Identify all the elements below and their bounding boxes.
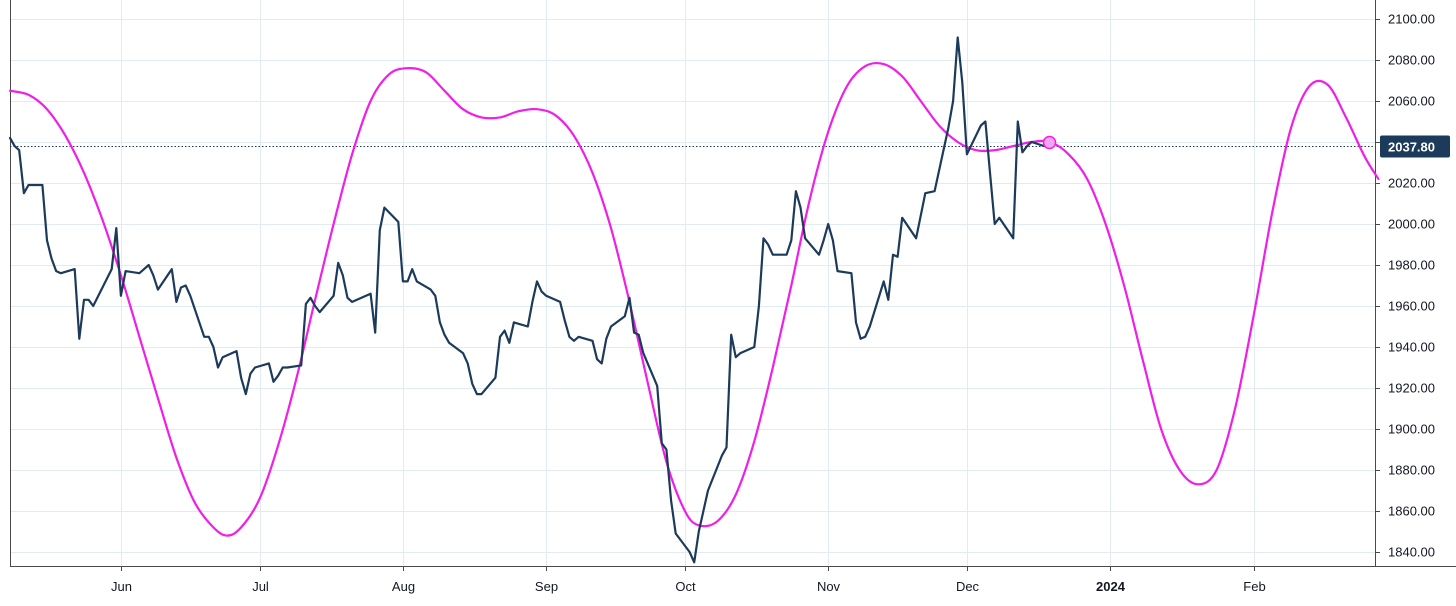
plot-area [8, 36, 1380, 564]
y-tick-label: 1960.00 [1388, 299, 1435, 314]
x-tick-label: Feb [1243, 579, 1265, 594]
y-tick-label: 1900.00 [1388, 422, 1435, 437]
y-tick-label: 1920.00 [1388, 381, 1435, 396]
x-tick-label: Nov [817, 579, 841, 594]
y-tick-label: 2000.00 [1388, 217, 1435, 232]
x-tick-label: Jun [111, 579, 132, 594]
cycle-line [8, 61, 1380, 537]
x-tick-label: Oct [675, 579, 696, 594]
x-tick-label: Dec [956, 579, 980, 594]
y-tick-label: 2100.00 [1388, 12, 1435, 27]
last-price-badge: 2037.80 [1380, 135, 1450, 158]
y-tick-label: 2020.00 [1388, 176, 1435, 191]
x-tick-label: Sep [535, 579, 558, 594]
x-tick-label: Aug [392, 579, 415, 594]
horizontal-grid [10, 19, 1375, 553]
x-tick-label: Jul [252, 579, 269, 594]
last-price-label: 2037.80 [1388, 140, 1435, 155]
y-tick-label: 2060.00 [1388, 94, 1435, 109]
last-price-marker[interactable] [1042, 135, 1057, 150]
y-axis: 1840.00 1860.00 1880.00 1900.00 1920.00 1940.… [1375, 12, 1435, 560]
vertical-grid [121, 0, 1255, 566]
y-tick-label: 1940.00 [1388, 340, 1435, 355]
last-price-badge-bg [1380, 135, 1450, 158]
y-tick-label: 1880.00 [1388, 463, 1435, 478]
x-tick-label: 2024 [1096, 579, 1126, 594]
price-line [8, 36, 1047, 564]
x-axis: Jun Jul Aug Sep Oct Nov Dec 2024 Feb [111, 566, 1266, 594]
y-tick-label: 1860.00 [1388, 504, 1435, 519]
y-tick-label: 1840.00 [1388, 545, 1435, 560]
y-tick-label: 2080.00 [1388, 53, 1435, 68]
y-tick-label: 1980.00 [1388, 258, 1435, 273]
